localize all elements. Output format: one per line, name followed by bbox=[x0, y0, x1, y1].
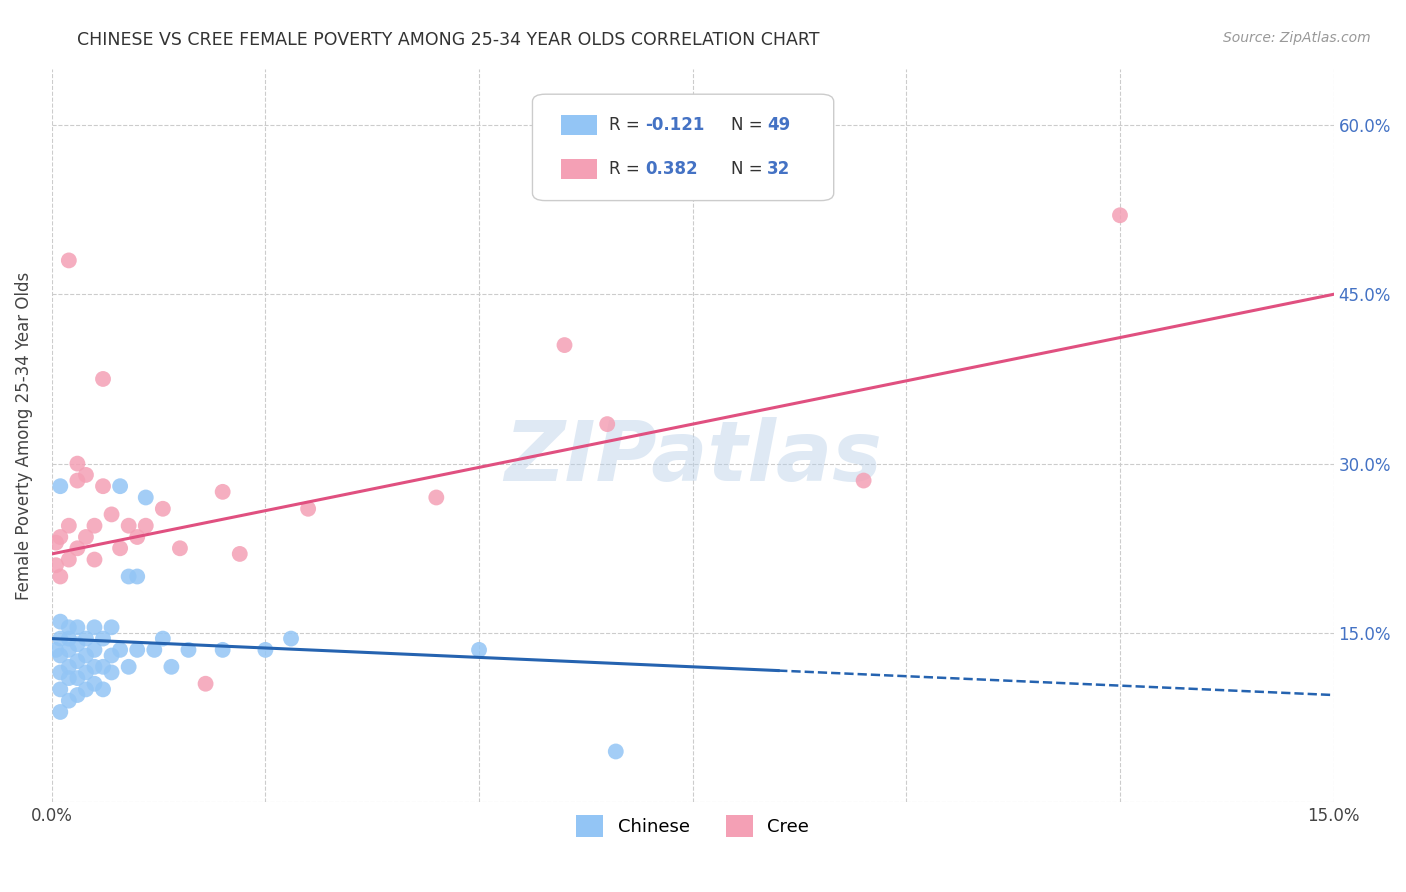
Point bbox=[91, 682, 114, 697]
Legend: Chinese, Cree: Chinese, Cree bbox=[569, 808, 817, 845]
Y-axis label: Female Poverty Among 25-34 Year Olds: Female Poverty Among 25-34 Year Olds bbox=[15, 271, 32, 599]
Point bbox=[118, 518, 141, 533]
Point bbox=[143, 643, 166, 657]
Point bbox=[45, 643, 67, 657]
Point bbox=[108, 541, 131, 556]
Point bbox=[58, 671, 80, 685]
Text: 32: 32 bbox=[768, 160, 790, 178]
Point bbox=[49, 530, 72, 544]
Point bbox=[49, 648, 72, 663]
Point bbox=[75, 665, 97, 680]
Point bbox=[605, 744, 627, 758]
Point bbox=[83, 643, 105, 657]
Point bbox=[100, 620, 122, 634]
Point bbox=[100, 508, 122, 522]
Point bbox=[45, 558, 67, 573]
Point bbox=[66, 457, 89, 471]
Point bbox=[66, 637, 89, 651]
FancyBboxPatch shape bbox=[561, 159, 596, 179]
Point bbox=[49, 632, 72, 646]
Point bbox=[108, 479, 131, 493]
Point bbox=[66, 671, 89, 685]
Point bbox=[152, 632, 174, 646]
Text: R =: R = bbox=[609, 160, 645, 178]
Point bbox=[66, 654, 89, 668]
Point bbox=[75, 648, 97, 663]
Point bbox=[160, 660, 183, 674]
Text: N =: N = bbox=[731, 116, 768, 134]
Point bbox=[58, 694, 80, 708]
Point bbox=[177, 643, 200, 657]
Point bbox=[75, 632, 97, 646]
Point bbox=[58, 632, 80, 646]
Point bbox=[91, 372, 114, 386]
Point bbox=[58, 518, 80, 533]
Point bbox=[100, 648, 122, 663]
Point bbox=[91, 632, 114, 646]
Point bbox=[58, 643, 80, 657]
Text: R =: R = bbox=[609, 116, 645, 134]
Point bbox=[425, 491, 447, 505]
Point bbox=[66, 541, 89, 556]
Point bbox=[211, 484, 233, 499]
Point bbox=[49, 569, 72, 583]
Point bbox=[127, 569, 149, 583]
Point bbox=[108, 643, 131, 657]
Point bbox=[58, 253, 80, 268]
Point bbox=[49, 705, 72, 719]
Point bbox=[49, 615, 72, 629]
Point bbox=[58, 620, 80, 634]
Point bbox=[194, 677, 217, 691]
Point bbox=[229, 547, 252, 561]
Text: -0.121: -0.121 bbox=[645, 116, 704, 134]
Point bbox=[75, 682, 97, 697]
Point bbox=[254, 643, 277, 657]
Point bbox=[118, 569, 141, 583]
Point bbox=[297, 501, 319, 516]
Point bbox=[468, 643, 491, 657]
Point bbox=[91, 479, 114, 493]
Point bbox=[66, 474, 89, 488]
Point bbox=[49, 682, 72, 697]
Point bbox=[596, 417, 619, 431]
Point bbox=[83, 677, 105, 691]
Text: ZIPatlas: ZIPatlas bbox=[503, 417, 882, 498]
Point bbox=[1109, 208, 1132, 222]
FancyBboxPatch shape bbox=[533, 95, 834, 201]
Text: 0.382: 0.382 bbox=[645, 160, 697, 178]
Point bbox=[135, 491, 157, 505]
Text: N =: N = bbox=[731, 160, 768, 178]
Point bbox=[66, 688, 89, 702]
Point bbox=[83, 518, 105, 533]
Text: CHINESE VS CREE FEMALE POVERTY AMONG 25-34 YEAR OLDS CORRELATION CHART: CHINESE VS CREE FEMALE POVERTY AMONG 25-… bbox=[77, 31, 820, 49]
Point bbox=[118, 660, 141, 674]
Point bbox=[83, 620, 105, 634]
Point bbox=[280, 632, 302, 646]
Point bbox=[75, 530, 97, 544]
Point bbox=[100, 665, 122, 680]
Point bbox=[135, 518, 157, 533]
Text: Source: ZipAtlas.com: Source: ZipAtlas.com bbox=[1223, 31, 1371, 45]
Point bbox=[75, 467, 97, 482]
Point bbox=[553, 338, 575, 352]
Point bbox=[852, 474, 875, 488]
Point bbox=[169, 541, 191, 556]
Point bbox=[45, 535, 67, 549]
Point bbox=[49, 665, 72, 680]
Text: 49: 49 bbox=[768, 116, 790, 134]
Point bbox=[127, 643, 149, 657]
Point bbox=[152, 501, 174, 516]
Point bbox=[91, 660, 114, 674]
Point bbox=[127, 530, 149, 544]
FancyBboxPatch shape bbox=[561, 115, 596, 136]
Point bbox=[83, 552, 105, 566]
Point bbox=[58, 552, 80, 566]
Point bbox=[211, 643, 233, 657]
Point bbox=[58, 660, 80, 674]
Point bbox=[83, 660, 105, 674]
Point bbox=[49, 479, 72, 493]
Point bbox=[66, 620, 89, 634]
